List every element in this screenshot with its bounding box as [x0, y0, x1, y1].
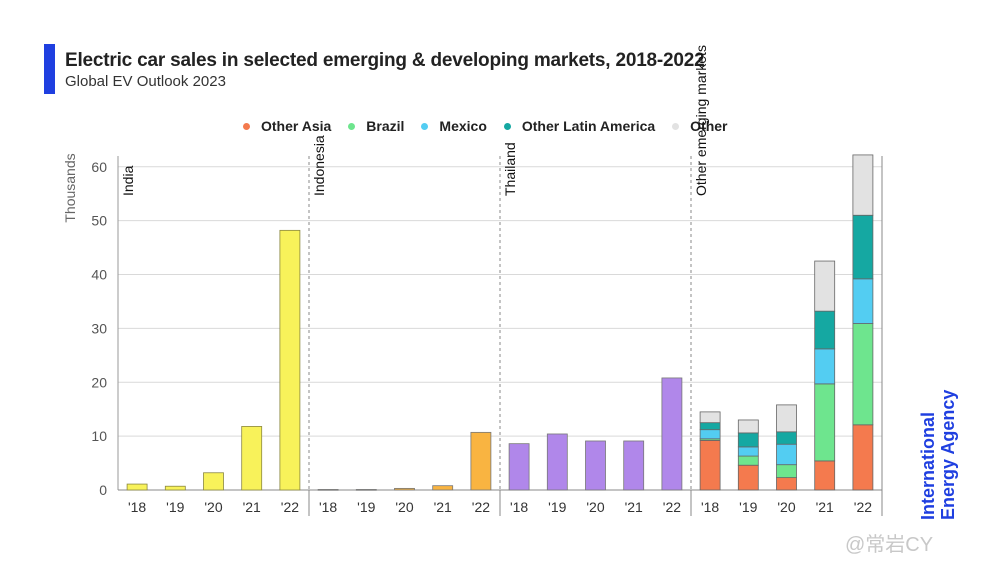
x-tick-label: '22: [663, 499, 681, 515]
x-tick-label: '21: [816, 499, 834, 515]
legend-item-brazil: Brazil: [348, 118, 404, 134]
y-tick-label: 50: [91, 213, 107, 229]
y-tick-label: 40: [91, 267, 107, 283]
bar-segment-mexico: [737, 446, 759, 457]
bar-segment-other: [852, 154, 874, 216]
legend-dot: [503, 122, 511, 130]
y-tick-label: 0: [99, 482, 107, 498]
bar-segment-other-asia: [737, 464, 759, 491]
x-tick-label: '18: [128, 499, 146, 515]
bar-indonesia: [432, 485, 454, 491]
legend-label: Mexico: [439, 118, 487, 134]
legend-item-other-latin-america: Other Latin America: [503, 118, 656, 134]
x-tick-label: '18: [319, 499, 337, 515]
bar-segment-mexico: [699, 429, 721, 440]
bar-segment-other: [814, 260, 836, 312]
legend-dot: [348, 122, 356, 130]
bar-segment-other-asia: [699, 440, 721, 491]
bar-indonesia: [470, 431, 492, 491]
chart-subtitle: Global EV Outlook 2023: [65, 73, 226, 90]
bar-thailand: [546, 433, 568, 491]
bar-segment-mexico: [852, 278, 874, 324]
bar-segment-other: [776, 404, 797, 433]
x-tick-label: '19: [166, 499, 184, 515]
watermark: @常岩CY: [845, 534, 934, 556]
bar-segment-other-latin-america: [814, 310, 836, 350]
bar-thailand: [623, 440, 645, 491]
x-tick-label: '18: [510, 499, 528, 515]
bar-indonesia: [317, 489, 339, 491]
iea-logo-text: International Energy Agency: [918, 390, 958, 520]
bar-segment-other-asia: [776, 477, 797, 491]
x-tick-label: '22: [854, 499, 872, 515]
x-tick-label: '19: [357, 499, 375, 515]
y-axis-label: Thousands: [62, 153, 78, 222]
y-tick-label: 10: [91, 428, 107, 444]
bar-segment-other-latin-america: [776, 431, 797, 445]
bar-segment-other: [737, 419, 759, 434]
bar-thailand: [661, 377, 683, 491]
bar-indonesia: [394, 487, 415, 491]
y-tick-label: 30: [91, 320, 107, 336]
bar-india: [279, 229, 301, 491]
legend-dot: [672, 122, 680, 130]
x-tick-label: '21: [625, 499, 643, 515]
bar-india: [126, 483, 148, 491]
legend-label: Other: [690, 118, 728, 134]
panel-label: Indonesia: [311, 135, 327, 196]
bar-india: [241, 426, 263, 491]
bar-thailand: [508, 443, 530, 491]
legend-label: Other Latin America: [521, 118, 656, 134]
bar-segment-other-latin-america: [852, 214, 874, 280]
x-tick-label: '20: [395, 499, 413, 515]
x-tick-label: '22: [472, 499, 490, 515]
bar-thailand: [585, 440, 606, 491]
legend-item-other-asia: Other Asia: [243, 118, 331, 134]
legend-dot: [243, 122, 250, 130]
bar-india: [203, 472, 224, 491]
chart-title: Electric car sales in selected emerging …: [65, 50, 705, 71]
bar-indonesia: [355, 489, 377, 491]
bar-segment-mexico: [776, 443, 797, 466]
brand-line-1: International: [918, 411, 938, 520]
x-tick-label: '22: [281, 499, 299, 515]
x-tick-label: '21: [243, 499, 261, 515]
x-tick-label: '19: [548, 499, 566, 515]
legend-label: Brazil: [366, 118, 405, 134]
x-tick-label: '20: [586, 499, 604, 515]
bar-segment-other-asia: [814, 460, 836, 491]
y-tick-label: 20: [91, 374, 107, 390]
panel-label: Thailand: [502, 142, 518, 196]
legend-item-other: Other: [672, 118, 728, 134]
x-tick-label: '21: [434, 499, 452, 515]
x-tick-label: '19: [739, 499, 757, 515]
brand-line-2: Energy Agency: [938, 389, 958, 520]
y-tick-label: 60: [91, 159, 107, 175]
x-tick-label: '18: [701, 499, 719, 515]
bar-segment-other-asia: [852, 424, 874, 491]
bar-segment-brazil: [776, 464, 797, 479]
bar-segment-mexico: [814, 348, 836, 385]
bar-segment-other: [699, 411, 721, 424]
legend-dot: [421, 122, 429, 130]
x-tick-label: '20: [777, 499, 795, 515]
accent-bar: [44, 44, 55, 94]
bar-segment-brazil: [814, 383, 836, 462]
legend: Other Asia Brazil Mexico Other Latin Ame…: [243, 118, 745, 134]
legend-item-mexico: Mexico: [421, 118, 487, 134]
bar-india: [164, 485, 186, 491]
bar-segment-brazil: [737, 455, 759, 466]
bar-segment-brazil: [852, 323, 874, 426]
bar-segment-other-latin-america: [737, 432, 759, 448]
panel-label: Other emerging markets: [693, 45, 709, 196]
bar-segment-other-latin-america: [699, 422, 721, 431]
panel-label: India: [120, 165, 136, 196]
x-tick-label: '20: [204, 499, 222, 515]
legend-label: Other Asia: [261, 118, 332, 134]
